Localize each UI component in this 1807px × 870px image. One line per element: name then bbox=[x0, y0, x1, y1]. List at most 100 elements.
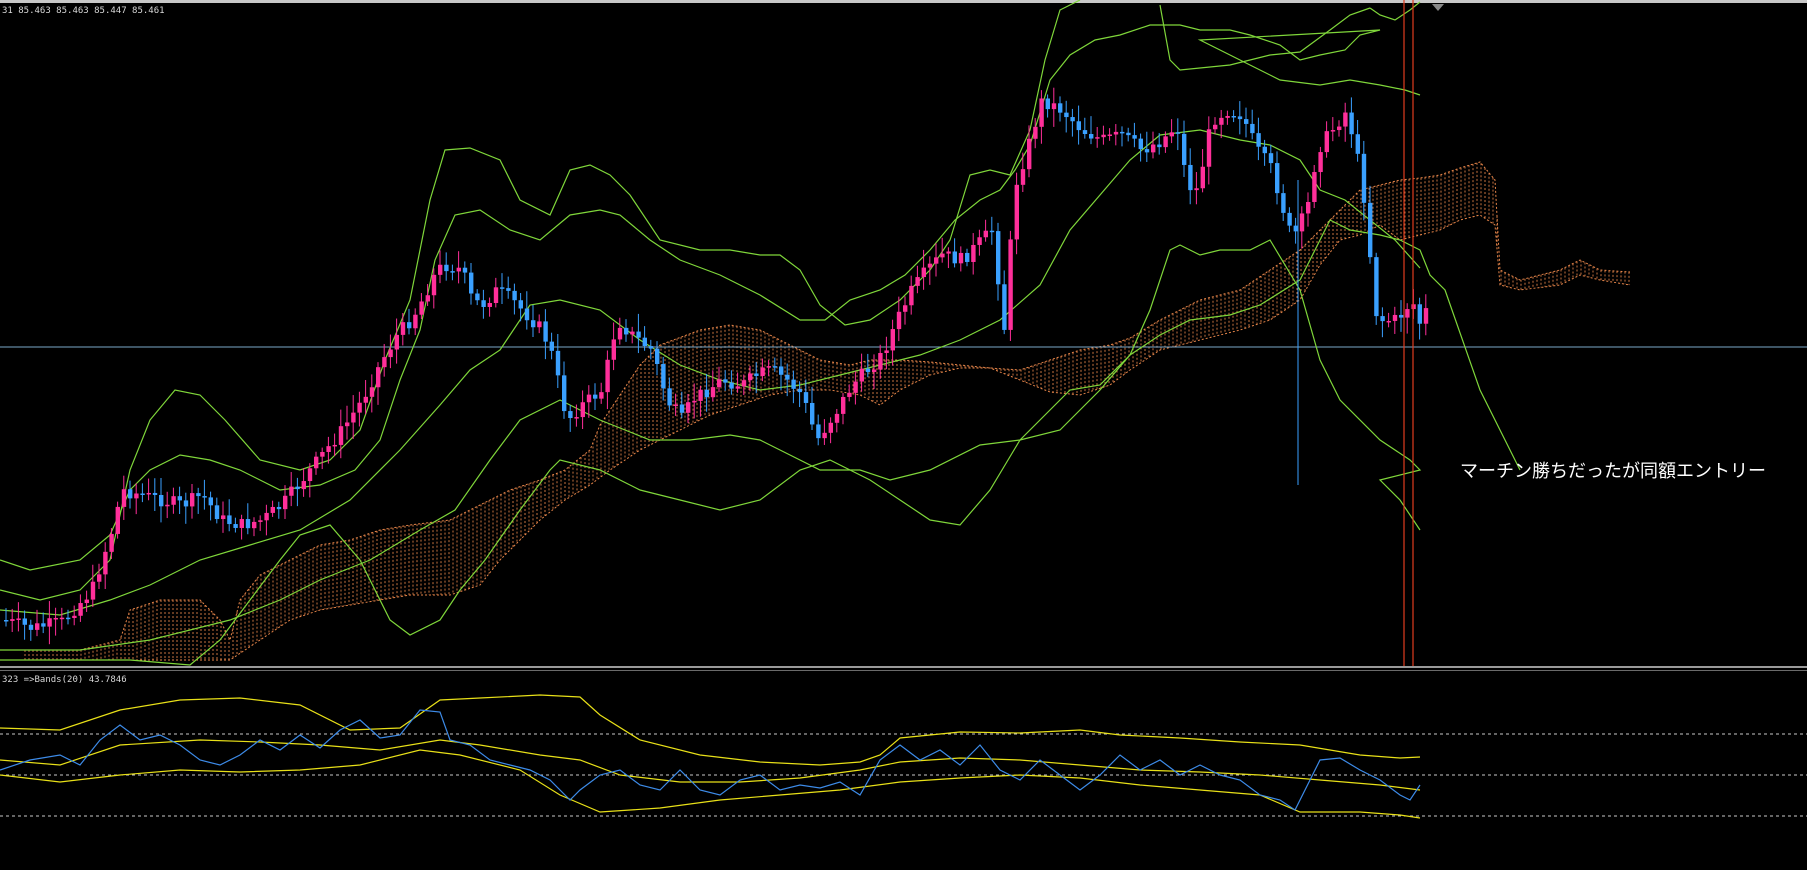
candle-body bbox=[822, 432, 827, 439]
candle-body bbox=[1027, 138, 1032, 170]
candle-body bbox=[1219, 117, 1224, 125]
candle-body bbox=[537, 321, 542, 328]
candle-body bbox=[1392, 314, 1398, 321]
candle-body bbox=[1200, 166, 1205, 189]
candle-body bbox=[636, 331, 641, 338]
candle-body bbox=[735, 386, 740, 389]
candle-body bbox=[642, 337, 647, 347]
candle-body bbox=[779, 366, 784, 375]
candle-body bbox=[1095, 137, 1100, 139]
candle-body bbox=[1138, 138, 1143, 150]
candle-body bbox=[140, 493, 145, 495]
candle-body bbox=[72, 615, 77, 619]
candle-body bbox=[1064, 112, 1069, 118]
candle-body bbox=[177, 496, 182, 501]
candle-body bbox=[438, 264, 443, 275]
candle-body bbox=[1405, 309, 1410, 318]
candle-body bbox=[797, 388, 802, 393]
candle-body bbox=[599, 392, 604, 399]
candle-body bbox=[903, 305, 908, 312]
candle-body bbox=[1256, 133, 1261, 147]
candle-body bbox=[394, 334, 399, 350]
candle-body bbox=[655, 348, 660, 364]
price-chart-canvas[interactable] bbox=[0, 0, 1807, 670]
candle-body bbox=[97, 574, 102, 582]
candle-body bbox=[791, 379, 796, 389]
candle-body bbox=[555, 350, 561, 376]
candle-body bbox=[723, 379, 728, 383]
candle-body bbox=[673, 404, 678, 406]
candle-body bbox=[289, 486, 294, 496]
candle-body bbox=[221, 515, 226, 520]
candle-body bbox=[1380, 316, 1385, 322]
candle-body bbox=[593, 394, 598, 399]
candle-body bbox=[1423, 308, 1429, 324]
candle-body bbox=[754, 373, 759, 376]
candle-body bbox=[710, 387, 716, 398]
lower-band-outer bbox=[0, 239, 1422, 666]
candle-body bbox=[1330, 130, 1336, 132]
candle-body bbox=[568, 411, 573, 418]
candle-body bbox=[400, 322, 406, 335]
candle-body bbox=[859, 368, 864, 382]
candle-body bbox=[264, 512, 269, 521]
candle-body bbox=[1225, 115, 1230, 118]
candlesticks bbox=[4, 87, 1429, 645]
candle-body bbox=[1033, 126, 1038, 139]
candle-body bbox=[134, 493, 139, 499]
candle-body bbox=[481, 300, 486, 307]
candle-body bbox=[1306, 201, 1311, 214]
candle-body bbox=[766, 366, 771, 368]
candle-body bbox=[1020, 169, 1026, 185]
candle-body bbox=[890, 329, 895, 351]
candle-body bbox=[1213, 124, 1218, 130]
candle-body bbox=[1206, 129, 1212, 167]
candle-body bbox=[1120, 131, 1125, 134]
candle-body bbox=[90, 581, 96, 600]
candle-body bbox=[475, 293, 480, 301]
candle-body bbox=[1299, 213, 1305, 232]
candle-body bbox=[4, 620, 9, 622]
candle-body bbox=[307, 468, 313, 482]
subwindow-divider[interactable] bbox=[0, 666, 1807, 671]
candle-body bbox=[1244, 119, 1249, 124]
candle-body bbox=[1349, 112, 1354, 135]
candle-body bbox=[574, 417, 579, 419]
indicator-label: 323 =>Bands(20) 43.7846 bbox=[2, 675, 127, 685]
candle-body bbox=[165, 504, 170, 507]
candle-body bbox=[345, 422, 350, 427]
candle-body bbox=[878, 353, 883, 370]
candle-body bbox=[419, 301, 424, 315]
candle-body bbox=[1411, 304, 1416, 310]
candle-body bbox=[462, 267, 468, 273]
candle-body bbox=[450, 271, 455, 273]
candle-body bbox=[729, 382, 734, 389]
candle-body bbox=[549, 341, 554, 351]
candle-body bbox=[109, 533, 114, 552]
candle-body bbox=[16, 618, 21, 620]
candle-body bbox=[295, 486, 300, 490]
candle-body bbox=[1324, 131, 1329, 153]
candle-body bbox=[989, 230, 995, 233]
candle-body bbox=[952, 251, 957, 264]
candle-body bbox=[1070, 117, 1075, 122]
candle-body bbox=[1169, 132, 1174, 137]
candle-body bbox=[128, 489, 133, 499]
candle-body bbox=[506, 288, 511, 291]
candle-body bbox=[524, 308, 530, 321]
candle-body bbox=[239, 519, 244, 528]
candle-body bbox=[1361, 153, 1367, 203]
candle-body bbox=[252, 521, 257, 529]
chart-shift-marker[interactable] bbox=[1432, 4, 1444, 11]
candle-body bbox=[648, 346, 654, 349]
candle-body bbox=[686, 402, 691, 413]
candle-body bbox=[214, 505, 220, 520]
candle-body bbox=[53, 617, 58, 620]
candle-body bbox=[500, 287, 505, 289]
candle-body bbox=[41, 623, 46, 627]
candle-body bbox=[834, 413, 840, 423]
candle-body bbox=[10, 619, 15, 621]
candle-body bbox=[1113, 131, 1119, 135]
